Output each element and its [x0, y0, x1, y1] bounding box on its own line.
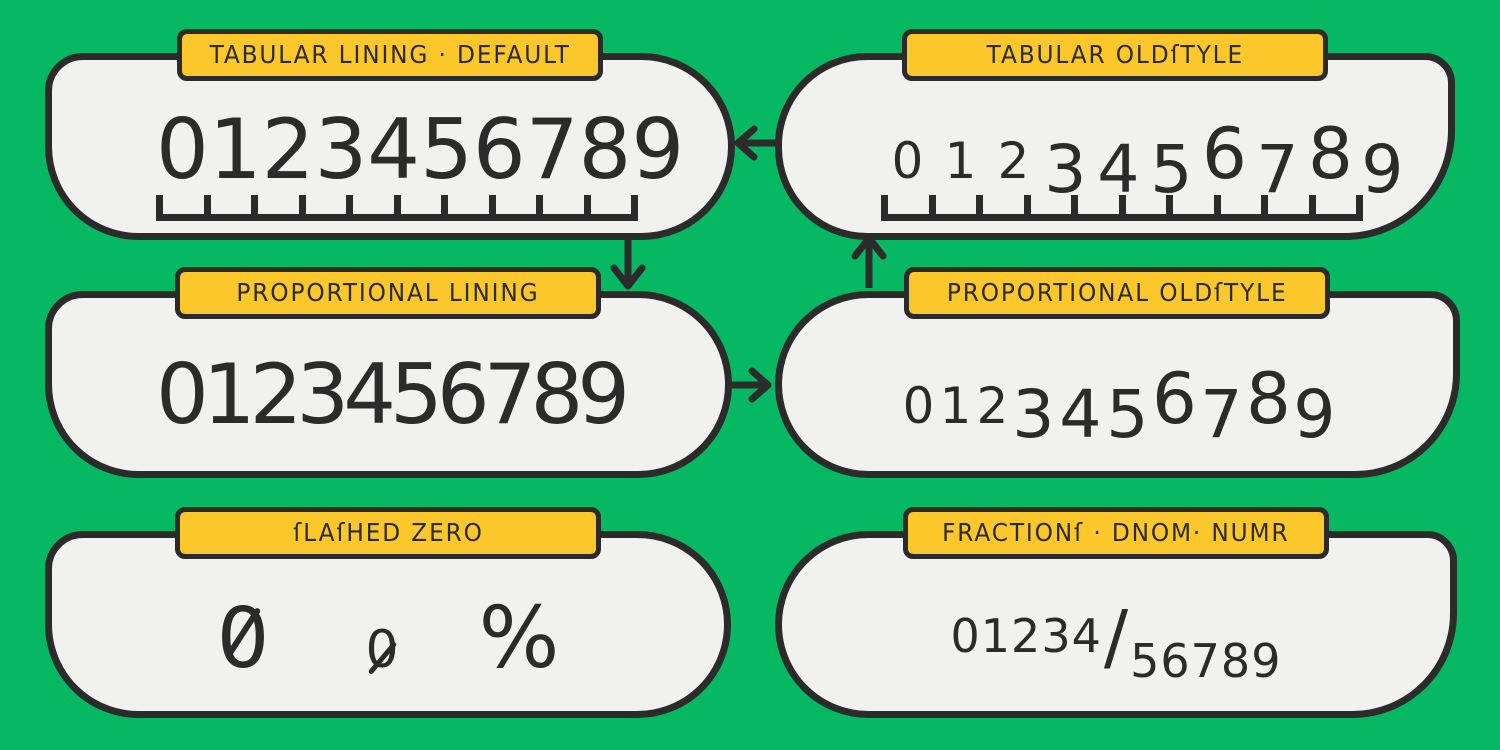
- ruler-tick-cell: [583, 195, 638, 214]
- fraction-numerator: 01234: [950, 609, 1102, 663]
- ruler-tick-cell: [536, 195, 584, 214]
- digit-cell: 1: [939, 376, 972, 435]
- digit-cell: 9: [631, 101, 685, 198]
- label-text: TABULAR LINING · DEFAULT: [209, 40, 571, 69]
- digit-cell: 6: [472, 101, 526, 198]
- digit-cell: 5: [1106, 375, 1149, 453]
- digit-cell: 4: [367, 101, 421, 198]
- arrow-up-icon: [851, 234, 887, 288]
- label-proportional-oldstyle: PROPORTIONAL OLDſTYLE: [904, 267, 1330, 319]
- digit-cell: 7: [1255, 130, 1299, 208]
- digit-cell: 5: [420, 101, 473, 198]
- ruler-tick-cell: [976, 195, 1024, 214]
- ruler-tick-cell: [251, 195, 299, 214]
- label-proportional-lining: PROPORTIONAL LINING: [175, 267, 601, 319]
- ruler-tick-cell: [488, 195, 537, 214]
- tabular-width-ruler: [881, 195, 1363, 221]
- fraction-row: 01234/56789: [782, 595, 1450, 703]
- digit-cell: 4: [1097, 130, 1140, 208]
- label-text: PROPORTIONAL LINING: [236, 278, 540, 307]
- fraction-denominator: 56789: [1130, 634, 1282, 688]
- digit-cell: 2: [997, 131, 1029, 190]
- tabular-width-ruler: [156, 195, 638, 221]
- ruler-tick-cell: [1023, 195, 1072, 214]
- digit-cell: 3: [1012, 375, 1055, 453]
- arrow-down-icon: [610, 236, 646, 290]
- label-text: ſLAſHED ZERO: [292, 518, 484, 547]
- ruler-tick-cell: [1213, 195, 1262, 214]
- label-slashed-zero: ſLAſHED ZERO: [175, 507, 601, 559]
- digit-cell: 8: [1307, 112, 1353, 195]
- arrow-right-icon: [728, 367, 772, 403]
- ruler-tick-cell: [1071, 195, 1119, 214]
- label-text: TABULAR OLDſTYLE: [986, 40, 1244, 69]
- ruler-tick-cell: [1166, 195, 1214, 214]
- ruler-tick-cell: [1308, 195, 1363, 214]
- ruler-tick-cell: [441, 195, 489, 214]
- slashed-zero-lining: 0: [216, 590, 270, 687]
- ruler-tick-cell: [203, 195, 252, 214]
- ruler-tick-cell: [881, 195, 929, 214]
- panel-proportional-oldstyle: 0123456789: [775, 291, 1460, 478]
- label-text: FRACTIONſ · DNOM· NUMR: [942, 518, 1290, 547]
- ruler-tick-cell: [393, 195, 442, 214]
- digit-cell: 2: [976, 376, 1008, 435]
- digit-cell: 7: [525, 101, 579, 198]
- digit-cell: 1: [944, 131, 977, 190]
- slashed-zero-row: 0 0%: [52, 589, 724, 692]
- ruler-tick-cell: [1118, 195, 1167, 214]
- panel-slashed-zero: 0 0%: [45, 531, 731, 718]
- digit-cell: 8: [1245, 357, 1291, 440]
- percent-sign: %: [478, 589, 560, 688]
- ruler-tick-cell: [1261, 195, 1309, 214]
- digits-row-proportional-oldstyle: 0123456789: [900, 353, 1338, 453]
- label-tabular-lining-default: TABULAR LINING · DEFAULT: [177, 29, 603, 81]
- digit-cell: 6: [1151, 357, 1197, 440]
- digit-cell: 9: [1361, 130, 1404, 208]
- digit-cell: 2: [261, 101, 315, 198]
- digit-cell: 3: [314, 101, 368, 198]
- digit-cell: 0: [891, 131, 924, 190]
- ruler-tick-cell: [346, 195, 394, 214]
- digit-cell: 8: [578, 101, 632, 198]
- ruler-tick-cell: [298, 195, 347, 214]
- ruler-tick-cell: [928, 195, 977, 214]
- digit-cell: 0: [156, 101, 209, 198]
- digit-cell: 5: [1150, 130, 1193, 208]
- digit-cell: 6: [1201, 112, 1247, 195]
- panel-proportional-lining: 0123456789: [45, 291, 732, 478]
- digit-cell: 1: [208, 101, 262, 198]
- digit-cell: 3: [1044, 130, 1087, 208]
- arrow-left-icon: [734, 125, 778, 161]
- digit-cell: 4: [1059, 375, 1102, 453]
- label-fractions: FRACTIONſ · DNOM· NUMR: [903, 507, 1329, 559]
- panel-fractions: 01234/56789: [775, 531, 1457, 718]
- fraction-slash: /: [1103, 595, 1129, 679]
- slashed-zero-oldstyle: 0: [365, 609, 398, 692]
- label-text: PROPORTIONAL OLDſTYLE: [946, 278, 1288, 307]
- digit-cell: 7: [1199, 375, 1243, 453]
- ruler-tick-cell: [156, 195, 204, 214]
- digits-row-proportional-lining: 0123456789: [156, 346, 630, 443]
- digit-cell: 0: [902, 376, 935, 435]
- label-tabular-oldstyle: TABULAR OLDſTYLE: [902, 29, 1328, 81]
- digit-cell: 9: [1293, 375, 1336, 453]
